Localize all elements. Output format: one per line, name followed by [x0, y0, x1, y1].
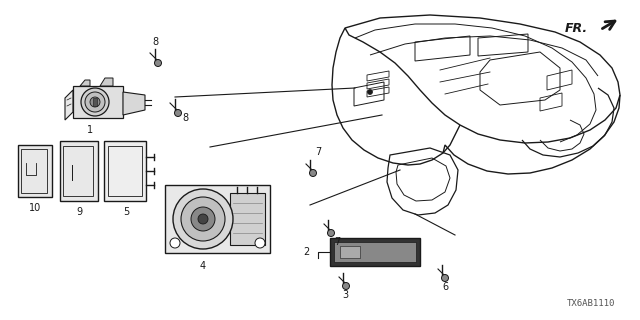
Polygon shape — [65, 90, 73, 120]
Circle shape — [85, 92, 105, 112]
Circle shape — [442, 275, 449, 282]
Polygon shape — [100, 78, 113, 86]
Circle shape — [310, 170, 317, 177]
Polygon shape — [123, 92, 145, 115]
Polygon shape — [340, 246, 360, 258]
Polygon shape — [80, 80, 90, 86]
Circle shape — [198, 214, 208, 224]
Text: 8: 8 — [152, 37, 158, 47]
Text: 8: 8 — [182, 113, 188, 123]
Circle shape — [255, 238, 265, 248]
Polygon shape — [18, 145, 52, 197]
Circle shape — [90, 97, 100, 107]
Polygon shape — [334, 242, 416, 262]
Text: 6: 6 — [442, 282, 448, 292]
Text: FR.: FR. — [565, 21, 588, 35]
Circle shape — [342, 283, 349, 290]
Text: TX6AB1110: TX6AB1110 — [566, 299, 615, 308]
Text: 5: 5 — [123, 207, 129, 217]
Circle shape — [367, 90, 372, 94]
Text: 4: 4 — [200, 261, 206, 271]
Polygon shape — [60, 141, 98, 201]
Circle shape — [181, 197, 225, 241]
Text: 2: 2 — [304, 247, 310, 257]
Text: 3: 3 — [342, 290, 348, 300]
Circle shape — [170, 238, 180, 248]
Circle shape — [191, 207, 215, 231]
Polygon shape — [104, 141, 146, 201]
Polygon shape — [165, 185, 270, 253]
Polygon shape — [93, 98, 97, 106]
Polygon shape — [330, 238, 420, 266]
Text: 7: 7 — [315, 147, 321, 157]
Circle shape — [175, 109, 182, 116]
Text: 9: 9 — [76, 207, 82, 217]
Polygon shape — [230, 193, 265, 245]
Text: 7: 7 — [334, 237, 340, 247]
Circle shape — [173, 189, 233, 249]
Text: 1: 1 — [87, 125, 93, 135]
Polygon shape — [73, 86, 123, 118]
Text: 10: 10 — [29, 203, 41, 213]
Circle shape — [328, 229, 335, 236]
Circle shape — [81, 88, 109, 116]
Circle shape — [154, 60, 161, 67]
